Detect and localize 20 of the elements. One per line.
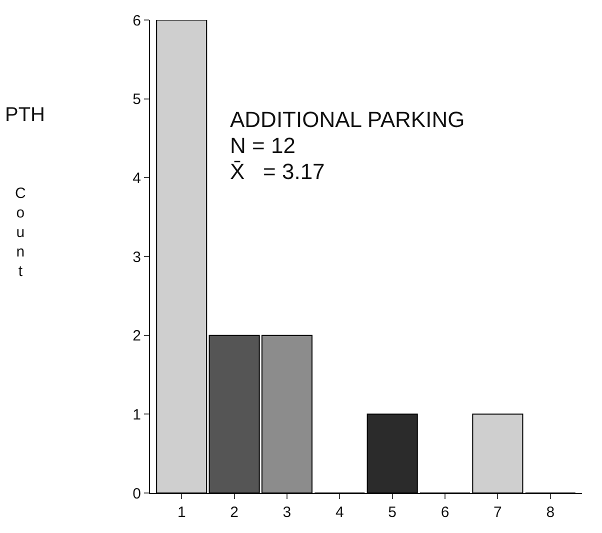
x-tick-label: 5 — [388, 504, 397, 521]
y-tick-label: 3 — [132, 248, 141, 266]
text: Count — [15, 185, 26, 280]
y-tick-label: 6 — [132, 12, 141, 30]
x-tick-label: 6 — [440, 504, 450, 521]
y-tick-label: 5 — [132, 91, 141, 108]
x-tick-label: 7 — [494, 504, 502, 521]
x-tick-label: 1 — [177, 504, 186, 521]
text: PTH — [5, 104, 45, 126]
y-tick-label: 0 — [132, 485, 141, 502]
x-tick-label: 2 — [230, 504, 238, 521]
y-tick-label: 1 — [132, 406, 141, 424]
y-tick-label: 4 — [132, 170, 141, 187]
x-tick-label: 3 — [282, 504, 292, 521]
annotation: X̄ = 3.17 — [230, 159, 325, 184]
y-tick-label: 2 — [132, 328, 141, 345]
annotation: ADDITIONAL PARKING — [230, 107, 465, 132]
x-tick-label: 8 — [546, 504, 555, 521]
x-tick-label: 4 — [335, 504, 344, 521]
annotation: N = 12 — [230, 133, 296, 158]
